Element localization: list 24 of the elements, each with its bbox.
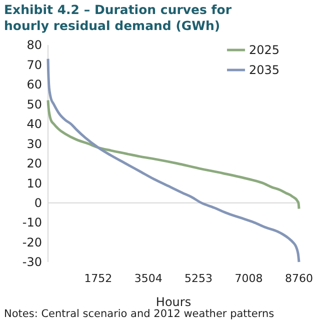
y-tick-label: -10 <box>22 216 42 230</box>
x-axis-title: Hours <box>156 295 192 309</box>
y-tick-label: 0 <box>34 196 42 210</box>
y-tick-label: 50 <box>26 97 42 112</box>
text: Notes: Central scenario and 2012 weather patterns <box>4 308 274 320</box>
x-tick-label: 7008 <box>234 272 263 285</box>
y-tick-label: 10 <box>26 176 42 190</box>
legend-label: 2025 <box>249 43 280 58</box>
y-tick-label: 30 <box>26 136 42 151</box>
legend-label: 2035 <box>249 63 280 78</box>
line-series <box>46 58 300 264</box>
chart-title: Exhibit 4.2 – Duration curves for hourly residual demand (GWh) <box>4 2 232 33</box>
y-tick-label: -30 <box>22 255 42 270</box>
x-tick-label: 8760 <box>285 272 313 285</box>
y-tick-label: 20 <box>26 156 42 171</box>
y-tick-label: 40 <box>26 117 42 132</box>
y-tick-label: 80 <box>26 38 42 52</box>
x-tick-label: 5253 <box>184 272 213 285</box>
x-tick-label: 1752 <box>84 272 112 285</box>
y-tick-label: -20 <box>22 235 42 250</box>
x-tick-label: 3504 <box>134 272 162 285</box>
y-tick-label: 70 <box>26 58 42 72</box>
line-series <box>46 98 300 210</box>
y-tick-label: 60 <box>26 78 42 92</box>
